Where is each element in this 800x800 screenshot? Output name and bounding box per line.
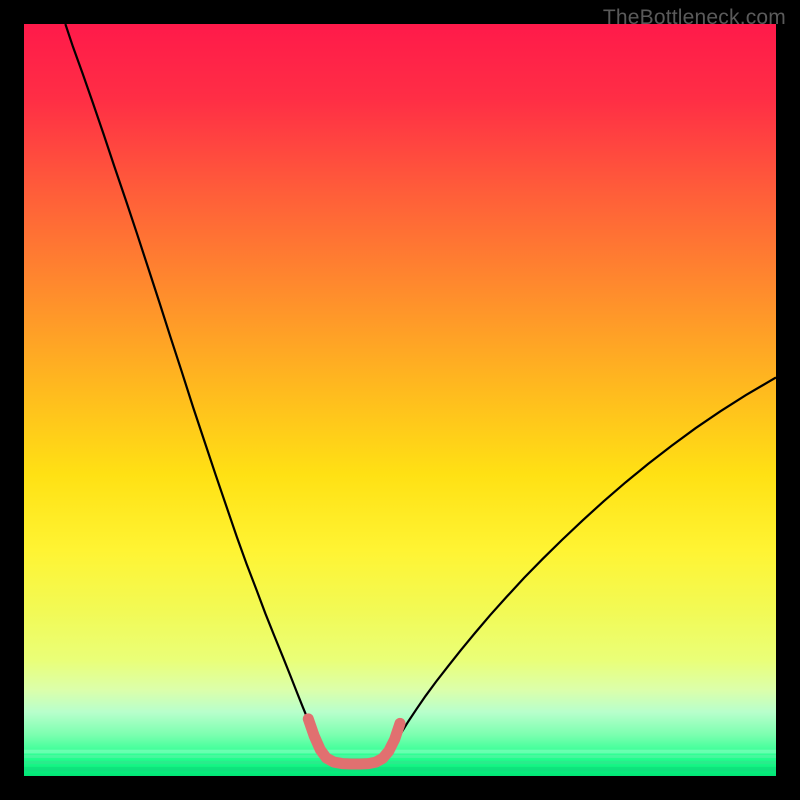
plot-area: [24, 24, 776, 776]
chart-svg: [0, 0, 800, 800]
chart-stage: TheBottleneck.com: [0, 0, 800, 800]
watermark-text: TheBottleneck.com: [603, 6, 786, 30]
gradient-background: [24, 24, 776, 776]
